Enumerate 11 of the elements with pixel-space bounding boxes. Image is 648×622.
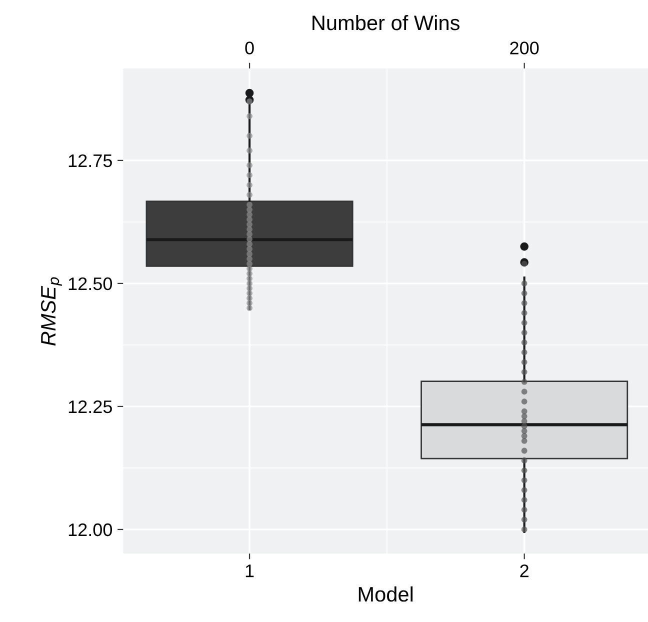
x-tick-label: 1 <box>246 564 254 578</box>
y-tick-label: 12.75 <box>68 154 112 168</box>
x-axis-title: Model <box>358 586 413 602</box>
x-tick-label: 2 <box>520 564 528 578</box>
y-tick-label: 12.25 <box>68 400 112 414</box>
y-tick-label: 12.00 <box>68 523 112 536</box>
x2-tick-label: 0 <box>245 42 254 54</box>
y-tick-label: 12.50 <box>68 277 112 290</box>
x2-axis-title: Number of Wins <box>312 14 460 30</box>
x2-tick-label: 200 <box>510 42 539 54</box>
y-axis-title: RMSE$_{p}$ <box>40 277 62 346</box>
